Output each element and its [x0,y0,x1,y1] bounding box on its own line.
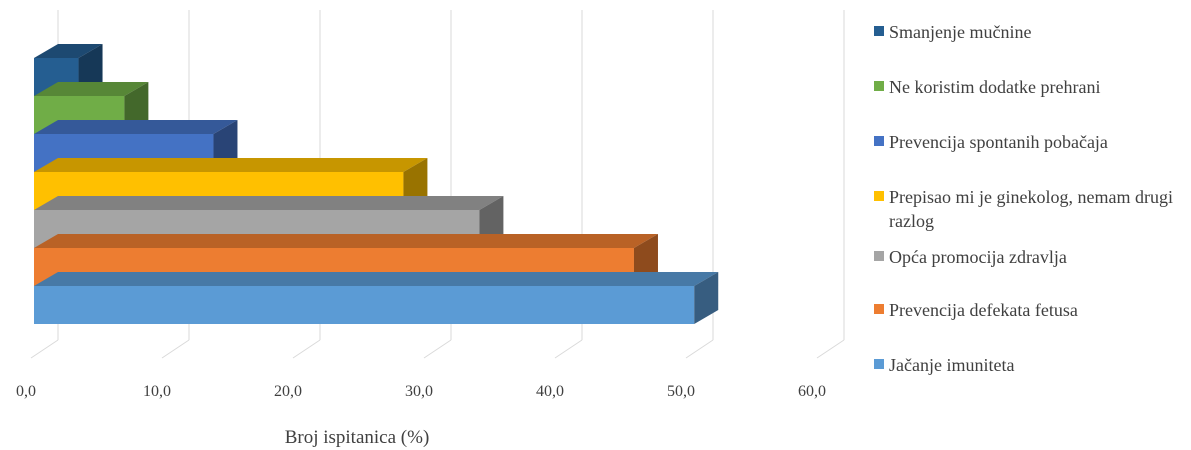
bar-top-face [34,44,103,58]
gridline-floor [685,339,714,359]
legend-label: Prevencija defekata fetusa [889,300,1078,320]
legend-item: Ne koristim dodatke prehrani [874,75,1189,99]
legend-item: Opća promocija zdravlja [874,245,1189,269]
bar-top-face [34,234,658,248]
gridline-floor [816,339,845,359]
legend-swatch [874,81,884,91]
legend-item: Prevencija spontanih pobačaja [874,130,1189,154]
bar-side-face [694,272,719,324]
x-tick-label: 40,0 [536,383,564,400]
bar-top-face [34,158,428,172]
x-axis-title: Broj ispitanica (%) [285,427,430,448]
legend-swatch [874,136,884,146]
gridline-floor [30,339,59,359]
bar [34,272,719,324]
legend-item: Prevencija defekata fetusa [874,298,1189,322]
legend-label: Prepisao mi je ginekolog, nemam drugi ra… [889,187,1173,231]
x-tick-label: 60,0 [798,383,826,400]
legend-swatch [874,359,884,369]
legend-swatch [874,251,884,261]
bar-top-face [34,120,238,134]
bar-chart: 0,0 10,0 20,0 30,0 40,0 50,0 60,0 Broj ispitan… [16,10,845,448]
bar-top-face [34,196,504,210]
legend-label: Smanjenje mučnine [889,22,1032,42]
legend-item: Jačanje imuniteta [874,353,1189,377]
legend-label: Ne koristim dodatke prehrani [889,77,1101,97]
gridline-floor [554,339,583,359]
x-tick-label: 30,0 [405,383,433,400]
legend-swatch [874,304,884,314]
x-tick-label: 0,0 [16,383,36,400]
legend-swatch [874,191,884,201]
legend-label: Jačanje imuniteta [889,355,1015,375]
x-tick-label: 20,0 [274,383,302,400]
gridline-floor [161,339,190,359]
x-tick-label: 50,0 [667,383,695,400]
legend-item: Prepisao mi je ginekolog, nemam drugi ra… [874,185,1189,233]
legend-item: Smanjenje mučnine [874,20,1189,44]
legend: Smanjenje mučnine Ne koristim dodatke pre… [874,0,1191,400]
bar-top-face [34,82,149,96]
bars [34,44,719,324]
x-axis-ticks: 0,0 10,0 20,0 30,0 40,0 50,0 60,0 [16,383,826,400]
bar-top-face [34,272,719,286]
legend-label: Opća promocija zdravlja [889,247,1067,267]
gridline-floor [292,339,321,359]
legend-label: Prevencija spontanih pobačaja [889,132,1108,152]
x-tick-label: 10,0 [143,383,171,400]
bar-front-face [34,286,695,324]
gridline-floor [423,339,452,359]
legend-swatch [874,26,884,36]
